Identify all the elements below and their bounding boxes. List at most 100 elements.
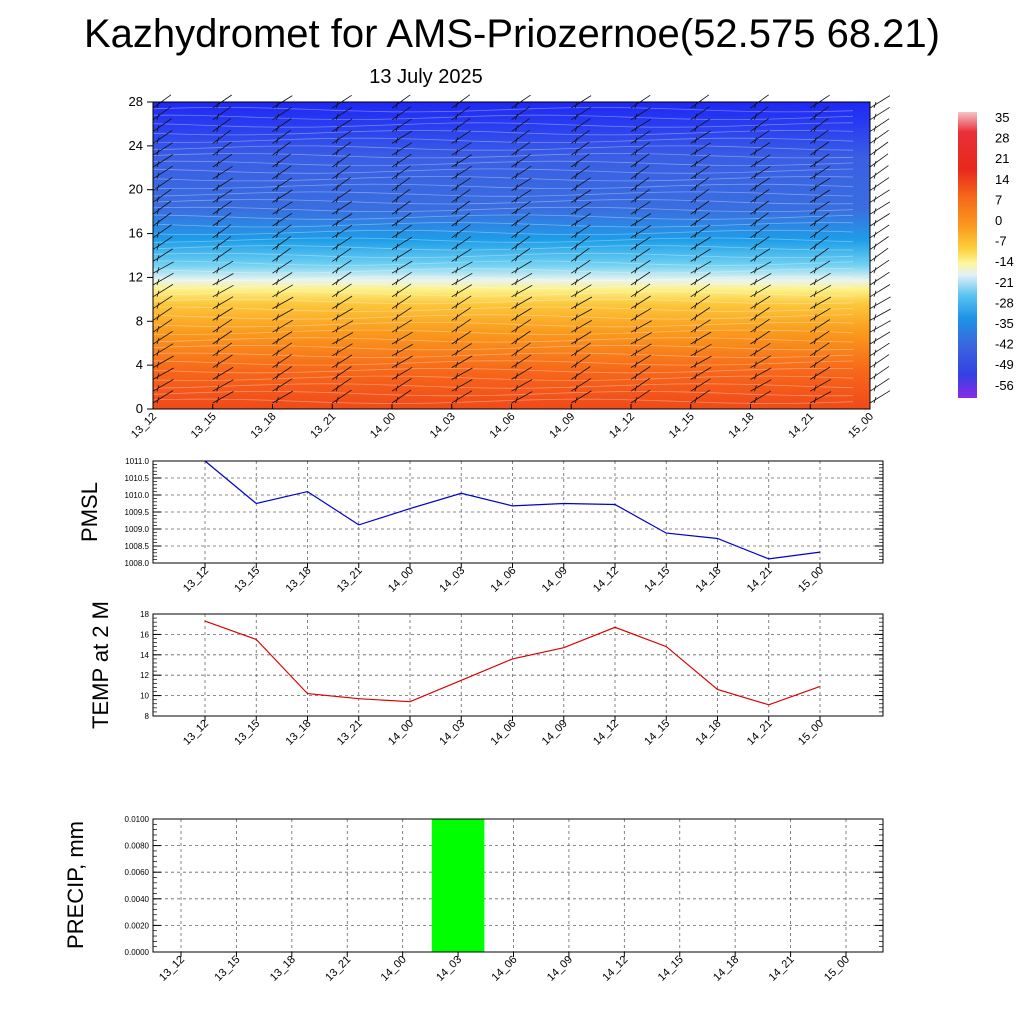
- wind-barb-flag: [634, 149, 638, 156]
- wind-barb-staff: [212, 165, 233, 180]
- wind-barb-staff: [810, 366, 831, 380]
- wind-barb-flag: [813, 302, 817, 309]
- wind-barb-flag: [156, 255, 160, 262]
- wind-barb-flag: [156, 314, 160, 321]
- wind-barb-flag: [574, 125, 578, 132]
- heatmap-x-tick-label: 14_15: [667, 411, 697, 441]
- wind-barb-flag: [455, 314, 459, 321]
- wind-barb-flag: [694, 219, 698, 227]
- wind-barb-flag: [515, 137, 518, 144]
- wind-barb-staff: [391, 319, 413, 333]
- wind-barb-flag: [873, 385, 877, 392]
- wind-barb-flag: [156, 101, 160, 109]
- wind-barb-staff: [451, 390, 473, 404]
- colorbar: 35 28 21 14 7 0 -7 -14 -21 -28 -35 -42 -49 -56: [958, 110, 1014, 398]
- wind-barb-flag: [574, 267, 578, 274]
- precip-y-tick-label: 0.0040: [125, 895, 150, 904]
- pmsl-y-tick-label: 1010.5: [125, 474, 150, 483]
- precip-x-tick-label: 14_12: [600, 954, 630, 984]
- wind-barb-flag: [156, 196, 160, 203]
- wind-barb-staff: [391, 389, 412, 404]
- wind-barb-flag: [216, 278, 220, 286]
- wind-barb-flag: [455, 231, 459, 238]
- wind-barb-flag: [813, 278, 817, 286]
- wind-barb-flag: [754, 361, 757, 368]
- wind-barb-flag: [216, 349, 220, 356]
- wind-barb-staff: [750, 165, 771, 180]
- colorbar-label: 21: [995, 151, 1009, 166]
- heatmap-contour-line: [152, 360, 854, 366]
- wind-barb-flag: [156, 290, 160, 297]
- wind-barb-staff: [391, 94, 411, 109]
- wind-barb-staff: [152, 165, 173, 180]
- wind-barb-staff: [332, 130, 352, 144]
- wind-barb-staff: [750, 367, 772, 380]
- wind-barb-flag: [574, 208, 578, 215]
- wind-barb-staff: [869, 189, 890, 203]
- wind-barb-staff: [571, 153, 590, 168]
- wind-barb-flag: [156, 243, 160, 250]
- wind-barb-flag: [634, 125, 638, 132]
- wind-barb-flag: [156, 349, 160, 356]
- wind-barb-flag: [813, 349, 817, 356]
- pmsl-x-tick-label: 13_15: [232, 565, 262, 595]
- wind-barb-flag: [515, 184, 518, 191]
- wind-barb-flag: [574, 172, 578, 179]
- wind-barb-staff: [212, 318, 233, 333]
- wind-barb-flag: [754, 373, 757, 380]
- wind-barb-staff: [810, 307, 831, 321]
- wind-barb-flag: [395, 137, 399, 144]
- wind-barb-staff: [571, 320, 592, 333]
- wind-barb-flag: [455, 396, 459, 404]
- wind-barb-staff: [332, 201, 352, 215]
- wind-barb-staff: [810, 212, 830, 227]
- wind-barb-staff: [152, 307, 173, 321]
- wind-barb-staff: [451, 212, 471, 227]
- wind-barb-staff: [690, 94, 710, 109]
- wind-barb-staff: [571, 213, 592, 227]
- wind-barb-flag: [694, 137, 698, 144]
- pmsl-x-tick-label: 15_00: [796, 565, 826, 595]
- wind-barb-staff: [332, 153, 351, 168]
- wind-barb-staff: [869, 247, 889, 262]
- wind-barb-flag: [455, 160, 459, 168]
- wind-barb-staff: [750, 284, 772, 298]
- precip-x-tick-label: 15_00: [822, 954, 852, 984]
- wind-barb-staff: [511, 354, 532, 368]
- pmsl-x-tick-label: 14_09: [540, 565, 570, 595]
- wind-barb-flag: [515, 302, 518, 309]
- wind-barb-staff: [690, 355, 712, 368]
- wind-barb-staff: [272, 296, 294, 309]
- wind-barb-staff: [152, 379, 174, 392]
- wind-barb-flag: [813, 314, 817, 321]
- wind-barb-flag: [335, 255, 339, 262]
- heatmap-contour-line: [152, 260, 854, 266]
- wind-barb-staff: [451, 261, 473, 274]
- wind-barb-flag: [515, 290, 518, 297]
- wind-barb-flag: [515, 255, 518, 262]
- wind-barb-flag: [335, 219, 339, 227]
- wind-barb-staff: [391, 153, 412, 168]
- wind-barb-flag: [634, 219, 638, 227]
- wind-barb-flag: [634, 278, 638, 286]
- wind-barb-staff: [630, 153, 650, 168]
- wind-barb-staff: [571, 259, 591, 274]
- wind-barb-staff: [212, 273, 234, 286]
- wind-barb-flag: [574, 101, 578, 109]
- wind-barb-flag: [216, 314, 220, 321]
- wind-barb-staff: [332, 320, 354, 333]
- wind-barb-staff: [571, 201, 592, 215]
- wind-barb-staff: [750, 154, 771, 168]
- wind-barb-flag: [634, 231, 638, 238]
- heatmap-y-tick-label: 4: [136, 357, 143, 372]
- wind-barb-staff: [630, 259, 651, 274]
- wind-barb-staff: [869, 366, 890, 380]
- wind-barb-staff: [630, 377, 651, 392]
- wind-barb-staff: [571, 165, 591, 180]
- wind-barb-staff: [212, 391, 234, 404]
- wind-barb-flag: [754, 125, 757, 132]
- pmsl-x-axis: 13_12 13_15 13_18 13_21 14_00 14_03 14_06 14_09…: [181, 563, 826, 595]
- wind-barb-staff: [869, 165, 889, 180]
- wind-barb-staff: [810, 284, 832, 298]
- wind-barb-flag: [216, 302, 220, 309]
